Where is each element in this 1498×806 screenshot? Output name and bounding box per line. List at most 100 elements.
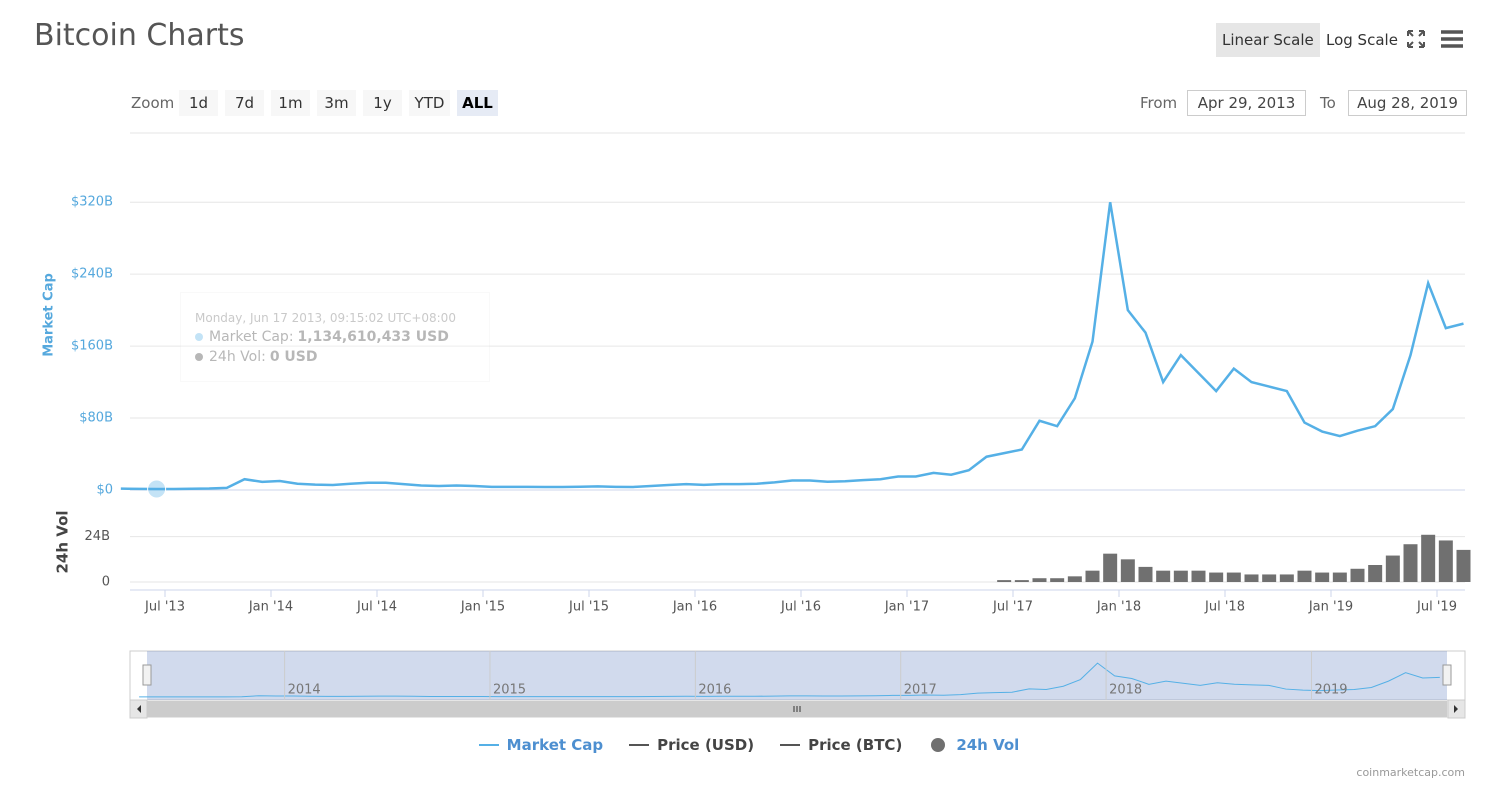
- x-tick-label: Jul '14: [356, 600, 397, 615]
- volume-bar: [1191, 570, 1206, 582]
- tooltip-value: 0 USD: [269, 349, 318, 365]
- volume-bar: [1050, 578, 1065, 582]
- volume-bar: [1085, 570, 1100, 582]
- tooltip-label: Market Cap:: [209, 329, 294, 345]
- volume-bar: [1120, 559, 1135, 582]
- legend-label: Price (BTC): [808, 736, 903, 754]
- title: Bitcoin Charts: [34, 18, 245, 53]
- y-tick-label: $240B: [71, 267, 113, 282]
- handle-left[interactable]: [142, 664, 152, 686]
- tooltip: Monday, Jun 17 2013, 09:15:02 UTC+08:00 …: [180, 292, 490, 382]
- volume-bar: [1226, 572, 1241, 582]
- tooltip-items: Market Cap: 1,134,610,433 USD 24h Vol: 0 US…: [195, 329, 475, 365]
- volume-bar: [1244, 574, 1259, 582]
- menu-icon[interactable]: [1441, 30, 1463, 48]
- volume-bar: [1156, 570, 1171, 582]
- navigator-label: 2019: [1314, 683, 1347, 698]
- volume-bar: [1438, 540, 1453, 582]
- navigator-line: [139, 662, 1440, 698]
- navigator-mask[interactable]: [147, 651, 1447, 700]
- x-tick-label: Jul '16: [780, 600, 821, 615]
- legend-item[interactable]: Price (BTC): [780, 735, 902, 755]
- zoom-button[interactable]: YTD: [409, 90, 450, 116]
- zoom-button[interactable]: 1d: [179, 90, 218, 116]
- volume-bar: [1014, 580, 1029, 582]
- tooltip-dot: [195, 333, 203, 341]
- navigator-label: 2016: [698, 683, 731, 698]
- navigator-label: 2017: [904, 683, 937, 698]
- market-cap-line: [120, 202, 1464, 491]
- volume-bar: [1350, 568, 1365, 582]
- from-label: From: [1140, 94, 1178, 112]
- legend-marker: [478, 744, 499, 746]
- volume-bar: [1368, 565, 1383, 582]
- legend-label: 24h Vol: [956, 736, 1020, 754]
- fullscreen-icon[interactable]: [1407, 30, 1425, 48]
- volume-bar: [1297, 570, 1312, 582]
- x-tick-label: Jan '17: [884, 600, 929, 615]
- y-tick-label: $160B: [71, 339, 113, 354]
- scale-button[interactable]: Linear Scale: [1216, 23, 1320, 57]
- zoom-button[interactable]: 3m: [317, 90, 356, 116]
- zoom-button[interactable]: 7d: [225, 90, 264, 116]
- legend-item[interactable]: Price (USD): [629, 735, 754, 755]
- x-tick-label: Jul '13: [144, 600, 185, 615]
- y-tick-label: $80B: [79, 411, 113, 426]
- x-tick-label: Jan '15: [460, 600, 505, 615]
- handle-right[interactable]: [1442, 664, 1452, 686]
- hover-point: [147, 479, 167, 499]
- volume-bar: [997, 580, 1012, 582]
- volume-bar: [1456, 549, 1471, 582]
- scale-button[interactable]: Log Scale: [1326, 31, 1398, 49]
- tooltip-value: 1,134,610,433 USD: [297, 329, 449, 345]
- x-tick-label: Jul '15: [568, 600, 609, 615]
- zoom-button[interactable]: ALL: [457, 90, 498, 116]
- volume-bar: [1103, 553, 1118, 582]
- y-axis-title: Market Cap: [42, 273, 57, 357]
- volume-bar: [1421, 534, 1436, 582]
- y2-tick-label: 0: [102, 575, 110, 590]
- y-tick-label: $320B: [71, 195, 113, 210]
- legend-item[interactable]: Market Cap: [478, 735, 604, 755]
- y2-axis-title: 24h Vol: [54, 510, 72, 573]
- from-input[interactable]: Apr 29, 2013: [1187, 90, 1306, 116]
- volume-bar: [1173, 570, 1188, 582]
- navigator: [129, 650, 1466, 701]
- x-tick-label: Jul '19: [1416, 600, 1457, 615]
- scrollbar-grip: [793, 706, 801, 712]
- x-tick-label: Jan '16: [672, 600, 717, 615]
- tooltip-row: Market Cap: 1,134,610,433 USD: [195, 329, 475, 345]
- arrow-left: [137, 705, 141, 713]
- x-tick-label: Jan '18: [1096, 600, 1141, 615]
- volume-bar: [1067, 576, 1082, 582]
- credit: coinmarketcap.com: [1356, 766, 1465, 779]
- to-input[interactable]: Aug 28, 2019: [1348, 90, 1467, 116]
- toolbar-icons: [1407, 30, 1463, 48]
- navigator-label: 2018: [1109, 683, 1142, 698]
- volume-bar: [1209, 572, 1224, 582]
- tooltip-dot: [195, 353, 203, 361]
- legend: Market Cap Price (USD) Price (BTC) 24h Vol: [0, 735, 1498, 755]
- x-tick-label: Jul '18: [1204, 600, 1245, 615]
- legend-marker: [780, 744, 801, 746]
- y2-tick-label: 24B: [85, 529, 110, 544]
- volume-bar: [1403, 544, 1418, 582]
- zoom-button[interactable]: 1y: [363, 90, 402, 116]
- volume-bar: [1262, 574, 1277, 582]
- tooltip-date: Monday, Jun 17 2013, 09:15:02 UTC+08:00: [195, 311, 456, 325]
- navigator-label: 2014: [288, 683, 321, 698]
- legend-marker: [629, 744, 650, 746]
- tooltip-row: 24h Vol: 0 USD: [195, 349, 475, 365]
- legend-marker: [931, 738, 946, 752]
- legend-item[interactable]: 24h Vol: [928, 735, 1019, 755]
- navigator-label: 2015: [493, 683, 526, 698]
- legend-symbol: [931, 738, 946, 752]
- volume-bar: [1315, 572, 1330, 582]
- legend-label: Market Cap: [506, 736, 604, 754]
- volume-bar: [1032, 578, 1047, 582]
- zoom-button[interactable]: 1m: [271, 90, 310, 116]
- volume-bar: [1138, 566, 1153, 582]
- y-tick-label: $0: [96, 483, 113, 498]
